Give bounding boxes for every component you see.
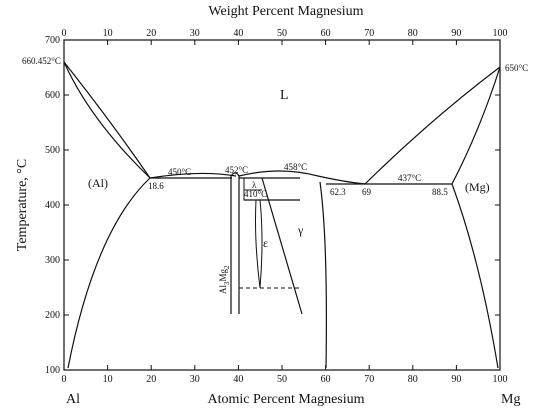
y-tick-label: 700	[45, 35, 60, 46]
comp-18-6-label: 18.6	[148, 181, 164, 191]
epsilon-left-line	[255, 199, 261, 289]
comp-62-3-label: 62.3	[330, 187, 346, 197]
gamma-left-line	[261, 177, 303, 315]
bottom-tick-label: 50	[277, 374, 287, 385]
epsilon-right-line	[259, 199, 263, 289]
epsilon-label: ε	[263, 236, 268, 250]
mg-solidus-line	[451, 66, 501, 185]
temp-452-label: 452°C	[225, 165, 248, 175]
bottom-tick-label: 60	[321, 374, 331, 385]
y-tick-label: 400	[45, 200, 60, 211]
mg-solvus-line	[451, 183, 499, 369]
bottom-tick-label: 100	[493, 374, 508, 385]
mg-melting-point-label: 650°C	[505, 63, 528, 73]
top-axis-title: Weight Percent Magnesium	[208, 4, 363, 19]
y-tick-label: 100	[45, 365, 60, 376]
y-axis-title: Temperature, °C	[15, 159, 30, 251]
top-tick-label: 60	[321, 28, 331, 39]
temp-437-label: 437°C	[398, 173, 421, 183]
temp-458-label: 458°C	[284, 162, 307, 172]
y-tick-label: 200	[45, 310, 60, 321]
bottom-tick-label: 40	[233, 374, 243, 385]
liquid-label: L	[280, 88, 289, 103]
y-tick-label: 600	[45, 90, 60, 101]
top-tick-label: 80	[408, 28, 418, 39]
top-tick-label: 100	[493, 28, 508, 39]
al-solid-label: (Al)	[88, 176, 108, 190]
bottom-tick-label: 20	[146, 374, 156, 385]
y-tick-label: 500	[45, 145, 60, 156]
comp-88-5-label: 88.5	[432, 187, 448, 197]
beta-phase-label: Al3Mg2	[218, 265, 231, 294]
liquidus-central-line	[149, 172, 237, 179]
top-tick-label: 30	[190, 28, 200, 39]
al-liquidus-line	[63, 61, 151, 179]
bottom-tick-label: 80	[408, 374, 418, 385]
liquidus-mid-line	[238, 170, 366, 185]
right-element-label: Mg	[501, 392, 520, 407]
comp-69-label: 69	[362, 187, 372, 197]
al-solvus-line	[67, 177, 151, 369]
top-axis-ticks: 0 10 20 30 40 50 60 70 80 90 100	[62, 28, 508, 45]
top-tick-label: 20	[146, 28, 156, 39]
bottom-tick-label: 70	[364, 374, 374, 385]
bottom-tick-label: 10	[103, 374, 113, 385]
beta-phase-cap	[230, 172, 240, 177]
y-tick-label: 300	[45, 255, 60, 266]
top-tick-label: 70	[364, 28, 374, 39]
al-solidus-line	[63, 61, 151, 179]
bottom-tick-label: 30	[190, 374, 200, 385]
temp-450-label: 450°C	[168, 167, 191, 177]
gamma-label: γ	[297, 223, 304, 237]
y-axis-ticks: 100 200 300 400 500 600 700	[45, 35, 500, 376]
lambda-label: λ	[252, 180, 257, 190]
mg-liquidus-line	[364, 66, 501, 185]
left-element-label: Al	[66, 392, 80, 407]
bottom-tick-label: 90	[451, 374, 461, 385]
bottom-axis-title: Atomic Percent Magnesium	[207, 392, 364, 407]
mg-solid-label: (Mg)	[465, 180, 490, 194]
top-tick-label: 0	[62, 28, 67, 39]
bottom-tick-label: 0	[62, 374, 67, 385]
top-tick-label: 50	[277, 28, 287, 39]
al-melting-point-label: 660.452°C	[22, 56, 61, 66]
gamma-right-line	[319, 181, 327, 369]
temp-410-label: 410°C	[244, 189, 267, 199]
bottom-axis-ticks: 0 10 20 30 40 50 60 70 80 90 100	[62, 365, 508, 385]
top-tick-label: 40	[233, 28, 243, 39]
top-tick-label: 90	[451, 28, 461, 39]
top-tick-label: 10	[103, 28, 113, 39]
